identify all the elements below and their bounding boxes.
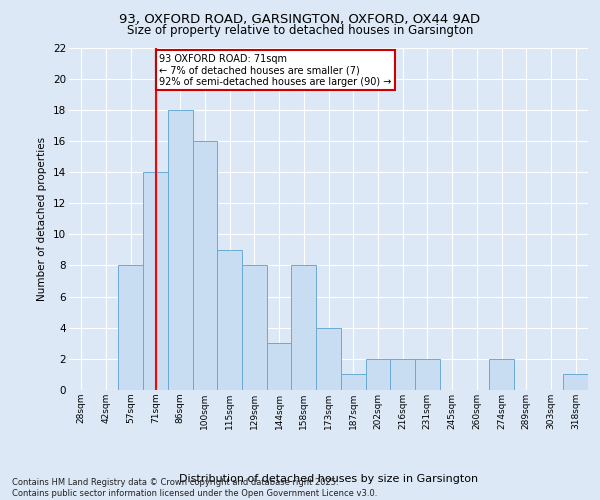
Bar <box>365 359 390 390</box>
Text: 93, OXFORD ROAD, GARSINGTON, OXFORD, OX44 9AD: 93, OXFORD ROAD, GARSINGTON, OXFORD, OX4… <box>119 12 481 26</box>
Bar <box>415 359 440 390</box>
Bar <box>217 250 242 390</box>
Bar <box>168 110 193 390</box>
Bar <box>242 266 267 390</box>
Bar <box>489 359 514 390</box>
Bar <box>193 141 217 390</box>
Bar <box>143 172 168 390</box>
Bar <box>316 328 341 390</box>
Bar <box>341 374 365 390</box>
Text: 93 OXFORD ROAD: 71sqm
← 7% of detached houses are smaller (7)
92% of semi-detach: 93 OXFORD ROAD: 71sqm ← 7% of detached h… <box>159 54 392 87</box>
Bar <box>390 359 415 390</box>
Text: Contains HM Land Registry data © Crown copyright and database right 2025.
Contai: Contains HM Land Registry data © Crown c… <box>12 478 377 498</box>
Bar <box>118 266 143 390</box>
Bar <box>267 344 292 390</box>
Bar <box>563 374 588 390</box>
Y-axis label: Number of detached properties: Number of detached properties <box>37 136 47 301</box>
Bar <box>292 266 316 390</box>
X-axis label: Distribution of detached houses by size in Garsington: Distribution of detached houses by size … <box>179 474 478 484</box>
Text: Size of property relative to detached houses in Garsington: Size of property relative to detached ho… <box>127 24 473 37</box>
